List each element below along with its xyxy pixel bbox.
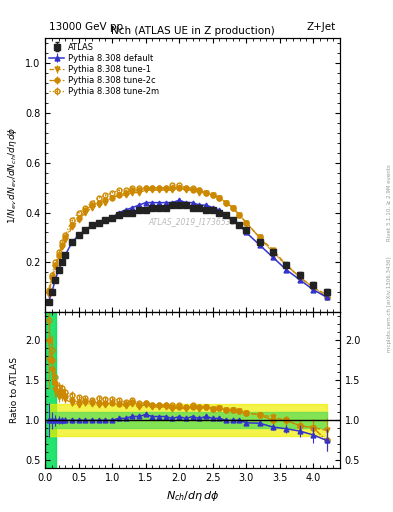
Bar (45, 312, 55, 468)
Y-axis label: Ratio to ATLAS: Ratio to ATLAS (10, 357, 19, 423)
Text: ATLAS_2019_I1736531: ATLAS_2019_I1736531 (149, 217, 236, 226)
Text: Rivet 3.1.10, ≥ 2.9M events: Rivet 3.1.10, ≥ 2.9M events (387, 164, 392, 241)
X-axis label: $N_{ch}/d\eta\,d\phi$: $N_{ch}/d\eta\,d\phi$ (166, 489, 219, 503)
Text: mcplots.cern.ch [arXiv:1306.3436]: mcplots.cern.ch [arXiv:1306.3436] (387, 257, 392, 352)
Title: Nch (ATLAS UE in Z production): Nch (ATLAS UE in Z production) (111, 26, 274, 36)
Text: Z+Jet: Z+Jet (307, 22, 336, 32)
Legend: ATLAS, Pythia 8.308 default, Pythia 8.308 tune-1, Pythia 8.308 tune-2c, Pythia 8: ATLAS, Pythia 8.308 default, Pythia 8.30… (48, 41, 160, 98)
Text: 13000 GeV pp: 13000 GeV pp (49, 22, 123, 32)
Y-axis label: $1/N_{ev}\,dN_{ev}/dN_{ch}/d\eta\,d\phi$: $1/N_{ev}\,dN_{ev}/dN_{ch}/d\eta\,d\phi$ (6, 126, 19, 224)
